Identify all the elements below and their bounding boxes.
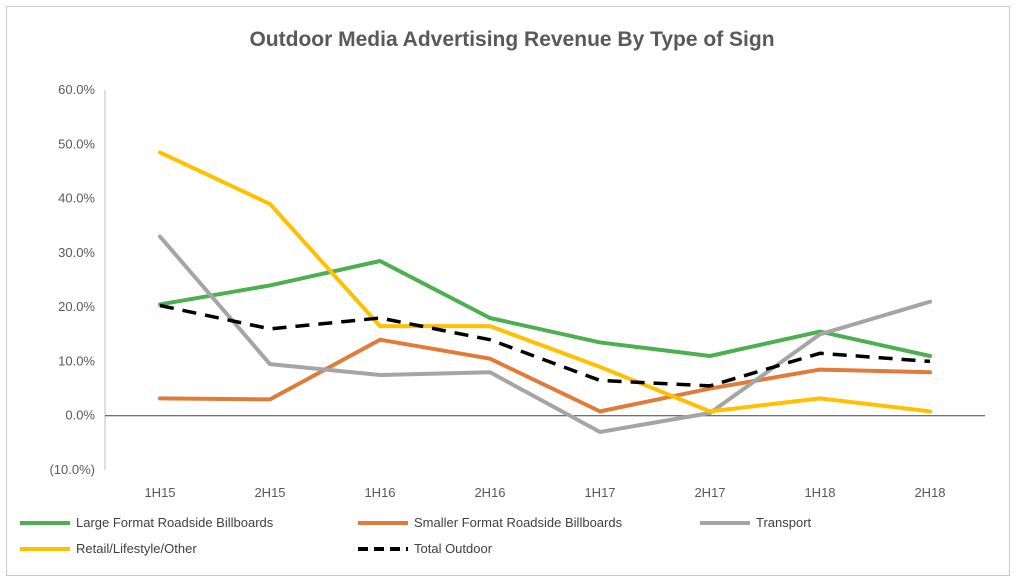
y-tick-label: 60.0% (58, 82, 95, 97)
y-tick-label: 50.0% (58, 136, 95, 151)
chart-frame (6, 6, 1010, 576)
x-tick-label: 1H17 (584, 485, 615, 500)
x-tick-label: 2H15 (254, 485, 285, 500)
series-line (158, 234, 932, 434)
y-tick-label: 10.0% (58, 353, 95, 368)
series-line (159, 303, 931, 388)
legend-label: Total Outdoor (414, 541, 493, 556)
legend-label: Smaller Format Roadside Billboards (414, 515, 623, 530)
y-tick-label: 0.0% (65, 408, 95, 423)
series-line (158, 259, 932, 358)
y-tick-label: (10.0%) (49, 462, 95, 477)
x-tick-label: 2H17 (694, 485, 725, 500)
y-tick-label: 30.0% (58, 245, 95, 260)
x-tick-label: 2H16 (474, 485, 505, 500)
y-tick-label: 20.0% (58, 299, 95, 314)
x-tick-label: 1H16 (364, 485, 395, 500)
y-tick-label: 40.0% (58, 191, 95, 206)
series-line (158, 337, 932, 414)
x-tick-label: 1H15 (144, 485, 175, 500)
x-tick-label: 1H18 (804, 485, 835, 500)
x-tick-label: 2H18 (914, 485, 945, 500)
chart-title: Outdoor Media Advertising Revenue By Typ… (249, 28, 775, 51)
series-line (158, 150, 932, 414)
legend-label: Large Format Roadside Billboards (76, 515, 274, 530)
legend-label: Transport (756, 515, 812, 530)
legend-label: Retail/Lifestyle/Other (76, 541, 197, 556)
